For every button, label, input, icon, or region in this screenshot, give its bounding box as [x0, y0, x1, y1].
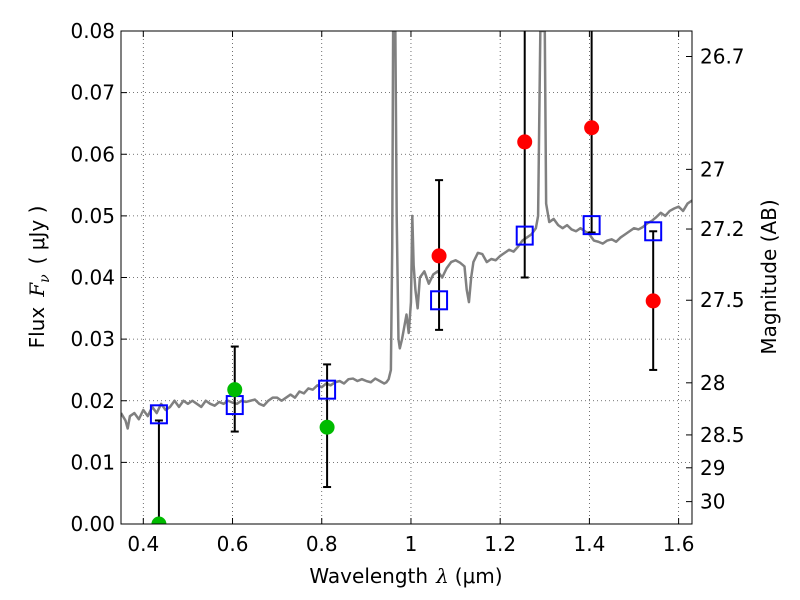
y-axis-label-units: ( μJy ) — [25, 206, 49, 265]
plot-area — [121, 31, 692, 524]
observed-nir-point — [431, 248, 447, 264]
model-photometry-square — [430, 290, 449, 311]
x-tick-labels: 0.4 0.6 0.8 1 1.2 1.4 1.6 — [127, 532, 694, 556]
x-axis-label-units: (μm) — [455, 564, 503, 588]
observed-nir-point — [584, 120, 600, 136]
model-photometry-square — [515, 225, 534, 246]
y-axis-label-prefix: Flux — [25, 307, 49, 349]
y-tick-label: 0.05 — [70, 204, 115, 228]
y2-axis-label: Magnitude (AB) — [757, 199, 781, 354]
y-tick-label: 0.04 — [70, 266, 115, 290]
x-tick-label: 0.8 — [306, 532, 338, 556]
y2-tick-label: 27.5 — [700, 288, 745, 312]
x-tick-label: 1 — [405, 532, 418, 556]
y-axis-label: Flux Fν ( μJy ) — [25, 206, 53, 349]
observed-optical-point — [151, 516, 167, 524]
y-tick-label: 0.08 — [70, 19, 115, 43]
y2-tick-label: 26.7 — [700, 44, 745, 68]
y-tick-label: 0.06 — [70, 142, 115, 166]
y-tick-label: 0.07 — [70, 81, 115, 105]
y2-tick-label: 28 — [700, 371, 725, 395]
y2-tick-label: 27.2 — [700, 217, 745, 241]
x-tick-label: 0.4 — [127, 532, 159, 556]
model-photometry-square — [318, 379, 337, 400]
marker-layer — [149, 120, 663, 524]
y-tick-labels: 0.00 0.01 0.02 0.03 0.04 0.05 0.06 0.07 0.08 — [70, 19, 115, 536]
x-axis-label-symbol: λ — [435, 564, 449, 588]
model-spectrum-line — [121, 31, 692, 430]
x-tick-label: 0.6 — [217, 532, 249, 556]
y-axis-label-symbol: F — [25, 282, 49, 298]
observed-nir-point — [517, 134, 533, 150]
x-axis-label-prefix: Wavelength — [309, 564, 428, 588]
y2-tick-label: 27 — [700, 157, 725, 181]
observed-nir-point — [645, 293, 661, 309]
model-photometry-square — [582, 215, 601, 236]
x-tick-label: 1.4 — [573, 532, 605, 556]
y-tick-label: 0.02 — [70, 389, 115, 413]
y2-tick-labels: 26.7 27 27.2 27.5 28 28.5 29 30 — [700, 44, 745, 513]
y2-tick-label: 29 — [700, 456, 725, 480]
y-tick-label: 0.01 — [70, 450, 115, 474]
x-tick-label: 1.2 — [484, 532, 516, 556]
spectrum-layer — [121, 31, 692, 430]
observed-optical-point — [319, 419, 335, 435]
axis-ticks — [121, 30, 692, 525]
model-photometry-square — [644, 221, 663, 242]
y2-tick-label: 28.5 — [700, 423, 745, 447]
x-tick-label: 1.6 — [663, 532, 695, 556]
observed-optical-point — [227, 382, 243, 398]
y2-tick-label: 30 — [700, 490, 725, 514]
y-tick-label: 0.03 — [70, 327, 115, 351]
y-tick-label: 0.00 — [70, 512, 115, 536]
x-axis-label: Wavelength λ (μm) — [309, 564, 502, 588]
y-axis-label-subscript: ν — [37, 274, 53, 283]
model-photometry-square — [149, 404, 168, 425]
